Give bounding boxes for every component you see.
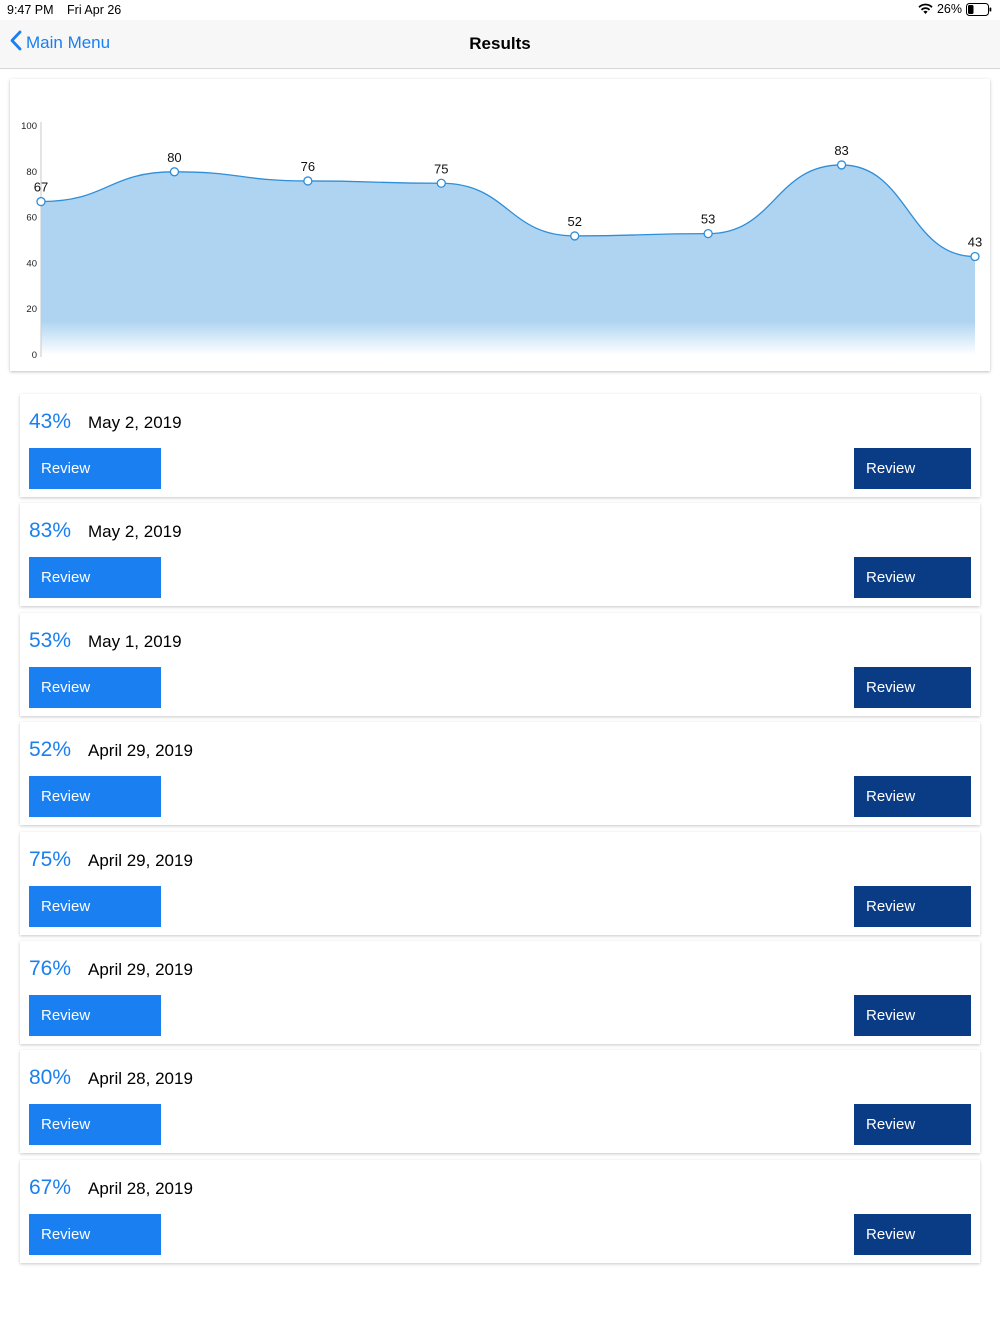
data-label: 75 <box>434 161 448 176</box>
result-score: 43% <box>29 410 72 433</box>
result-date: April 29, 2019 <box>88 741 193 761</box>
result-date: May 2, 2019 <box>88 413 182 432</box>
result-card: 53% May 1, 2019 Review Answers Review Resul… <box>20 612 980 737</box>
review-result-button[interactable]: Review Result <box>854 776 971 846</box>
wifi-icon <box>918 3 933 15</box>
result-score: 52% <box>29 738 72 762</box>
data-label: 80 <box>167 150 181 165</box>
result-score: 67% <box>29 1175 72 1199</box>
review-answers-button[interactable]: Review Answers <box>29 1213 161 1284</box>
y-tick-label: 0 <box>32 350 37 361</box>
result-date: April 28, 2019 <box>88 1069 193 1089</box>
review-answers-button[interactable]: Review Answers <box>29 666 161 737</box>
result-date: April 29, 2019 <box>88 850 193 870</box>
review-answers-button[interactable]: Review Answers <box>29 557 161 627</box>
status-bar: 9:47 PM Fri Apr 26 26% <box>0 0 1000 20</box>
data-label: 83 <box>834 143 848 158</box>
review-result-button[interactable]: Review Result <box>854 1213 971 1284</box>
result-date: April 28, 2019 <box>88 1178 193 1198</box>
review-result-button[interactable]: Review Result <box>854 885 971 956</box>
status-time: 9:47 PM <box>7 3 54 17</box>
page-title: Results <box>469 34 531 53</box>
result-score: 80% <box>29 1066 72 1090</box>
back-button[interactable]: Main Menu <box>10 30 110 56</box>
y-tick-label: 40 <box>26 258 37 269</box>
data-point <box>703 228 713 239</box>
review-result-button[interactable]: Review Result <box>854 994 971 1065</box>
result-score: 83% <box>29 519 72 543</box>
data-point <box>169 167 180 177</box>
result-date: April 29, 2019 <box>88 959 193 979</box>
review-answers-button[interactable]: Review Answers <box>29 776 161 846</box>
result-score: 76% <box>29 956 72 980</box>
review-result-button[interactable]: Review Result <box>854 557 971 627</box>
y-tick-label: 100 <box>21 121 37 132</box>
chart-area-fill <box>41 164 975 355</box>
review-answers-button[interactable]: Review Answers <box>29 448 161 518</box>
result-card: 76% April 29, 2019 Review Answers Review Re… <box>20 940 980 1065</box>
result-card: 75% April 29, 2019 Review Answers Review Re… <box>20 831 980 956</box>
result-score: 53% <box>29 628 72 652</box>
review-answers-button[interactable]: Review Answers <box>29 1104 161 1174</box>
data-point <box>436 178 446 188</box>
status-right: 26% <box>918 2 992 16</box>
data-point <box>36 196 46 207</box>
chevron-left-icon <box>10 30 22 56</box>
result-card: 52% April 29, 2019 Review Answers Review Re… <box>20 722 980 846</box>
review-result-button[interactable]: Review Result <box>854 666 971 737</box>
results-chart: 0 20 40 60 80 100 67 80 76 75 52 53 83 43 <box>10 79 990 371</box>
data-label: 67 <box>34 180 48 195</box>
status-date: Fri Apr 26 <box>67 3 122 17</box>
result-card: 83% May 2, 2019 Review Answers Review Resul… <box>20 503 980 627</box>
y-tick-label: 20 <box>26 304 37 315</box>
result-card: 43% May 2, 2019 Review Answers Review Resul… <box>20 394 980 518</box>
result-date: May 2, 2019 <box>88 522 182 542</box>
y-tick-label: 80 <box>26 167 37 178</box>
status-left: 9:47 PM Fri Apr 26 <box>7 3 131 17</box>
data-point <box>836 160 847 170</box>
review-answers-button[interactable]: Review Answers <box>29 994 161 1065</box>
results-list: 43% May 2, 2019 Review Answers Review Resul… <box>20 394 980 1284</box>
data-point <box>570 231 580 241</box>
result-card: 67% April 28, 2019 Review Answers Review Re… <box>20 1159 980 1284</box>
battery-icon <box>966 2 992 16</box>
data-point <box>970 251 980 262</box>
result-score: 75% <box>29 847 72 871</box>
y-tick-label: 60 <box>26 213 37 224</box>
review-result-button[interactable]: Review Result <box>854 448 971 518</box>
navigation-bar: Main Menu Results <box>0 20 1000 69</box>
battery-percent: 26% <box>936 2 962 16</box>
result-card: 80% April 28, 2019 Review Answers Review Re… <box>20 1050 980 1174</box>
back-button-label: Main Menu <box>26 33 111 52</box>
review-answers-button[interactable]: Review Answers <box>29 885 161 956</box>
data-label: 76 <box>301 159 315 174</box>
review-result-button[interactable]: Review Result <box>854 1104 971 1174</box>
result-date: May 1, 2019 <box>88 631 182 651</box>
data-point <box>303 176 313 186</box>
data-label: 53 <box>701 212 715 227</box>
data-label: 52 <box>567 214 581 229</box>
chart-svg: 0 20 40 60 80 100 67 80 76 75 52 53 83 43 <box>21 121 982 361</box>
data-label: 43 <box>968 235 982 250</box>
